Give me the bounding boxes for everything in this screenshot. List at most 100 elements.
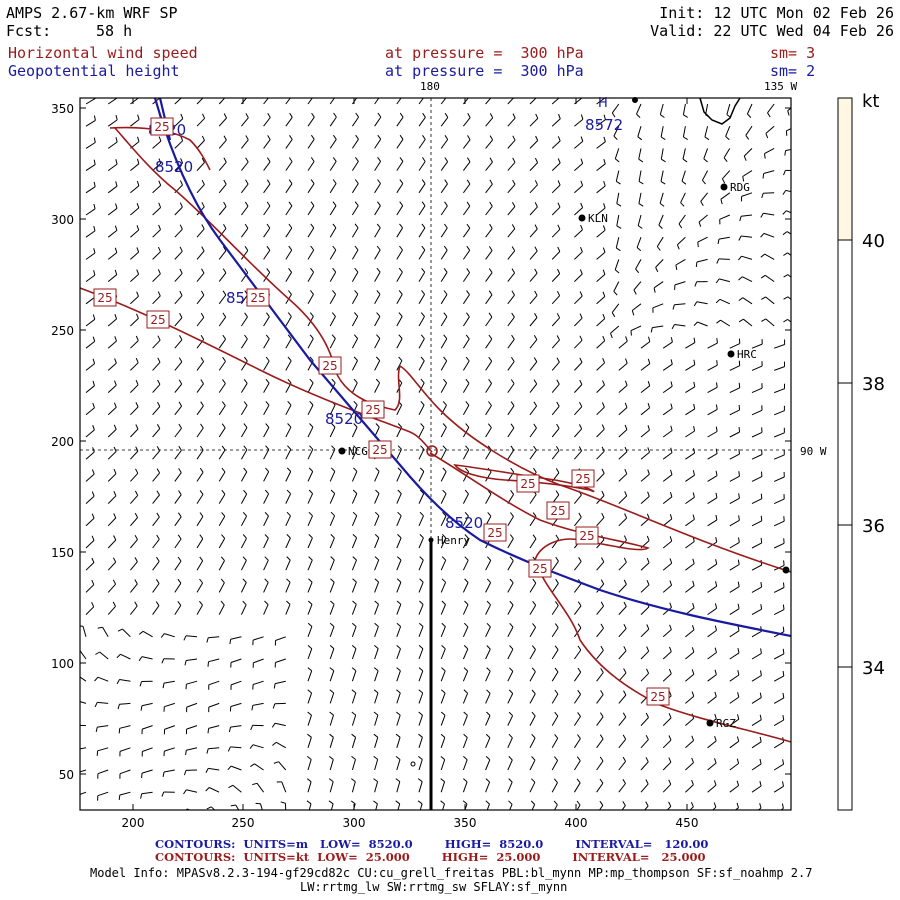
wind-barb [396, 449, 402, 460]
wind-barb [307, 626, 313, 637]
wind-barb-flag [138, 630, 144, 635]
wind-barb [374, 316, 381, 327]
wind-barb-flag [329, 667, 335, 672]
wind-barb-flag [207, 728, 210, 734]
wind-barb-flag [463, 645, 469, 650]
wind-barb-flag [157, 401, 161, 407]
footer-speed-contours: CONTOURS: UNITS=kt LOW= 25.000 HIGH= 25.… [155, 850, 706, 864]
wind-barb-flag [692, 470, 695, 476]
wind-barb [638, 192, 642, 204]
wind-barb [507, 759, 513, 771]
wind-barb-flag [488, 290, 493, 296]
wind-barb [307, 338, 314, 349]
wind-barb-flag [660, 180, 666, 185]
wind-barb [462, 272, 471, 282]
wind-barb [796, 698, 806, 703]
wind-barb-flag [441, 667, 446, 672]
wind-barb [529, 693, 536, 704]
wind-barb-flag [156, 468, 161, 474]
wind-barb [218, 405, 226, 416]
wind-barb [596, 251, 606, 260]
wind-barb-flag [614, 269, 620, 274]
wind-barb-flag [668, 691, 672, 696]
station-dot [782, 566, 790, 574]
wind-barb-flag [512, 179, 516, 185]
wind-barb-flag [202, 113, 206, 119]
wind-barb-flag [738, 404, 741, 410]
wind-barb [618, 429, 628, 438]
wind-barb-flag [374, 556, 380, 561]
wind-barb-flag [509, 578, 514, 584]
wind-barb [529, 538, 537, 549]
wind-barb [285, 604, 291, 615]
wind-barb-flag [611, 112, 616, 118]
wind-barb [174, 538, 182, 549]
wind-barb-flag [135, 402, 139, 408]
wind-barb [682, 148, 686, 160]
wind-barb [796, 610, 806, 615]
wind-barb [751, 608, 762, 616]
wind-barb-flag [332, 290, 336, 295]
wind-barb [263, 316, 270, 327]
wind-barb [307, 781, 312, 793]
wind-barb [680, 192, 686, 203]
wind-barb [507, 538, 514, 549]
speed-label: 25 [250, 291, 265, 305]
wind-barb-flag [646, 535, 650, 541]
wind-barb [551, 317, 560, 327]
wind-barb [751, 785, 762, 793]
wind-barb-flag [395, 711, 401, 716]
wind-barb [462, 449, 470, 460]
wind-barb-flag [207, 661, 209, 667]
wind-barb [263, 582, 269, 593]
wind-barb-flag [112, 601, 116, 607]
wind-barb [130, 384, 139, 393]
wind-barb-flag [488, 246, 493, 251]
wind-barb-flag [695, 261, 698, 268]
wind-barb-flag [555, 468, 560, 473]
wind-barb [285, 404, 292, 416]
wind-barb [611, 303, 620, 313]
init-time: Init: 12 UTC Mon 02 Feb 26 [659, 4, 894, 22]
wind-barb-flag [622, 712, 627, 718]
wind-barb-flag [352, 600, 357, 605]
wind-barb [240, 515, 248, 527]
wind-barb [374, 737, 379, 748]
wind-barb [102, 627, 109, 638]
wind-barb [130, 450, 139, 460]
wind-barb-flag [332, 267, 337, 273]
wind-barb-flag [691, 669, 695, 675]
wind-barb-flag [418, 667, 424, 672]
wind-barb [85, 429, 95, 438]
wind-barb-flag [715, 298, 721, 304]
wind-barb-flag [702, 179, 706, 185]
wind-barb [107, 561, 117, 571]
wind-barb-flag [579, 357, 583, 363]
wind-barb-flag [374, 645, 379, 649]
wind-barb-flag [638, 203, 644, 207]
wind-barb-flag [92, 314, 96, 320]
wind-barb [374, 382, 381, 393]
wind-barb [396, 582, 402, 593]
wind-barb-flag [554, 667, 559, 673]
wind-barb [757, 807, 762, 810]
wind-barb-flag [307, 622, 313, 627]
wind-barb-flag [354, 201, 359, 206]
wind-barb [263, 493, 270, 504]
wind-barb [196, 472, 204, 482]
wind-barb [652, 325, 664, 329]
wind-barb [662, 540, 673, 549]
wind-barb-flag [266, 268, 271, 273]
wind-barb [707, 652, 717, 660]
wind-barb [440, 294, 448, 305]
wind-barb-flag [201, 268, 205, 274]
wind-barb [729, 586, 740, 593]
wind-barb-flag [556, 335, 560, 341]
wind-barb-flag [533, 379, 538, 385]
wind-barb [351, 360, 358, 371]
wind-barb [241, 139, 249, 149]
x-tick-label: 200 [122, 816, 145, 830]
wind-barb-flag [420, 445, 425, 450]
wind-barb-flag [396, 689, 401, 694]
wind-barb-flag [782, 190, 787, 195]
